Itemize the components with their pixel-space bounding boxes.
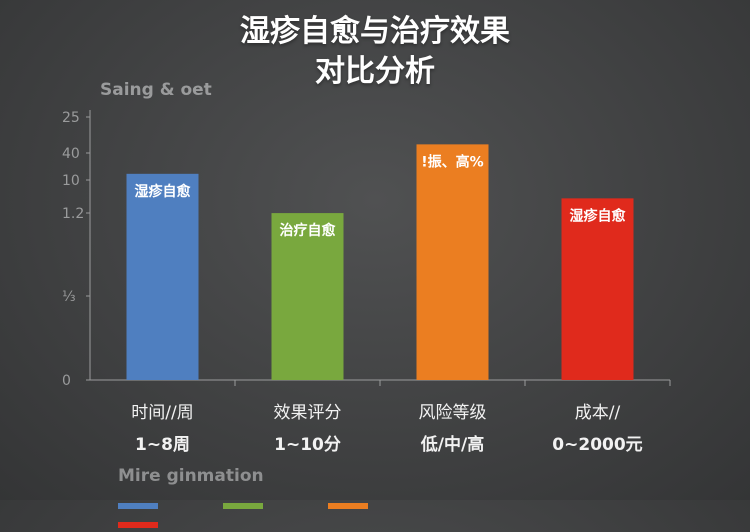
bar xyxy=(416,144,489,380)
category-sub-label: 1~10分 xyxy=(274,435,341,455)
legend-swatch-blue xyxy=(118,503,158,509)
category-label: 风险等级 xyxy=(419,403,487,423)
y-tick-label: ⅓ xyxy=(62,289,76,305)
category-label: 时间//周 xyxy=(131,403,193,423)
bar-label: !振、高% xyxy=(421,153,483,170)
bar-label: 湿疹自愈 xyxy=(570,207,627,224)
chart-title-line2: 对比分析 xyxy=(315,54,435,89)
category-label: 成本// xyxy=(575,403,621,423)
chart-corner-label: Saing & oet xyxy=(100,80,212,100)
bar xyxy=(271,213,344,380)
bar-label: 治疗自愈 xyxy=(280,222,337,239)
category-label: 效果评分 xyxy=(274,403,342,423)
bar-label: 湿疹自愈 xyxy=(135,183,192,200)
category-sub-label: 1~8周 xyxy=(135,435,190,455)
legend-strip xyxy=(118,494,518,528)
chart-title-line1: 湿疹自愈与治疗效果 xyxy=(240,14,510,49)
chart-title: 湿疹自愈与治疗效果 对比分析 xyxy=(0,12,750,92)
y-tick-label: 0 xyxy=(62,373,71,389)
legend-swatch-orange xyxy=(328,503,369,509)
bar xyxy=(126,173,199,380)
y-tick-label: 1.2 xyxy=(62,206,84,222)
bar xyxy=(561,198,634,380)
legend-swatch-red xyxy=(118,522,158,528)
y-tick-label: 10 xyxy=(62,173,80,189)
legend-swatch-green xyxy=(223,503,264,509)
footer-note: Mire ginmation xyxy=(118,466,264,486)
category-sub-label: 0~2000元 xyxy=(552,435,642,455)
y-tick-label: 40 xyxy=(62,146,80,162)
category-sub-label: 低/中/高 xyxy=(420,434,484,455)
y-tick-label: 25 xyxy=(62,110,80,126)
